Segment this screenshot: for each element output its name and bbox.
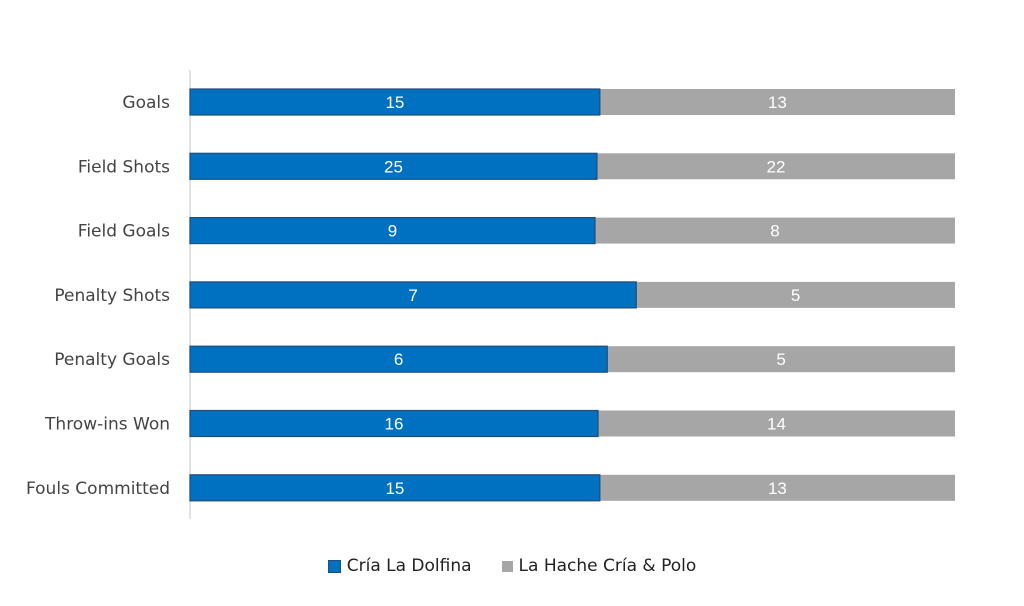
bar-segment-series-1: [189, 152, 598, 180]
legend-item-series-2: La Hache Cría & Polo: [501, 556, 697, 576]
category-label: Penalty Goals: [54, 350, 170, 370]
bar-segment-series-1: [189, 88, 601, 116]
data-label-series-1: 15: [385, 479, 404, 498]
bar-segment-series-1: [189, 281, 637, 309]
legend-swatch-series-2: [501, 560, 513, 572]
bar-segment-series-2: [595, 217, 955, 244]
data-label-series-2: 5: [791, 286, 800, 305]
bar-segment-series-2: [598, 410, 955, 437]
bar-segment-series-2: [599, 474, 955, 501]
bar-segment-series-2: [599, 89, 955, 115]
data-label-series-1: 6: [394, 350, 403, 369]
data-label-series-2: 13: [768, 93, 787, 112]
data-label-series-2: 5: [776, 350, 785, 369]
category-label: Field Shots: [78, 157, 170, 177]
data-label-series-1: 16: [385, 415, 404, 434]
data-label-series-2: 22: [766, 157, 785, 176]
data-label-series-1: 15: [385, 93, 404, 112]
data-label-series-1: 7: [408, 286, 417, 305]
data-label-series-2: 14: [767, 415, 786, 434]
data-label-series-2: 13: [768, 479, 787, 498]
bar-segment-series-2: [596, 153, 955, 180]
data-label-series-1: 25: [384, 157, 403, 176]
legend-label-series-2: La Hache Cría & Polo: [518, 556, 697, 576]
bar-segment-series-1: [189, 474, 601, 502]
category-label: Throw-ins Won: [44, 415, 170, 435]
category-label: Penalty Shots: [54, 286, 170, 306]
data-label-series-2: 8: [770, 222, 779, 241]
bar-segment-series-1: [189, 345, 608, 373]
category-label: Field Goals: [78, 222, 170, 242]
legend: Cría La Dolfina La Hache Cría & Polo: [0, 556, 1024, 576]
bar-segment-series-1: [189, 217, 596, 245]
bar-segment-series-2: [607, 346, 955, 373]
legend-swatch-series-1: [327, 559, 341, 573]
legend-label-series-1: Cría La Dolfina: [346, 556, 472, 576]
data-label-series-1: 9: [388, 222, 397, 241]
legend-item-series-1: Cría La Dolfina: [327, 556, 472, 576]
bar-segment-series-2: [636, 281, 955, 308]
category-label: Fouls Committed: [26, 479, 170, 499]
bar-segment-series-1: [189, 409, 599, 438]
category-label: Goals: [122, 93, 170, 113]
